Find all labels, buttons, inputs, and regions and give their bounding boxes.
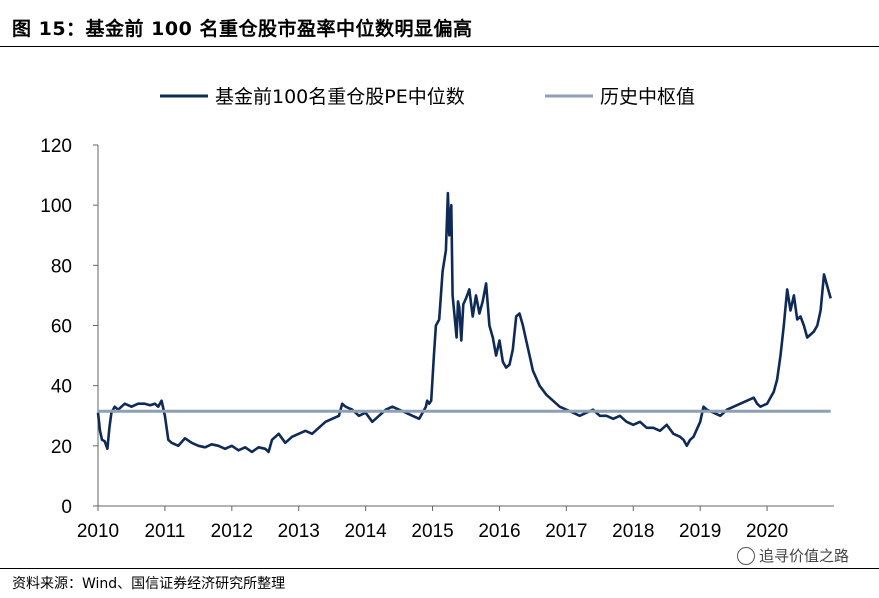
x-tick-label: 2018 (612, 521, 654, 542)
source-note: 资料来源：Wind、国信证券经济研究所整理 (12, 576, 286, 592)
legend-label: 基金前100名重仓股PE中位数 (215, 86, 465, 108)
x-tick-label: 2017 (545, 521, 587, 542)
y-tick-label: 0 (61, 497, 72, 518)
y-tick-label: 40 (51, 377, 72, 398)
x-tick-label: 2013 (278, 521, 320, 542)
figure-title: 图 15：基金前 100 名重仓股市盈率中位数明显偏高 (12, 18, 473, 40)
wechat-icon (736, 546, 755, 565)
chart-series (96, 191, 832, 454)
x-tick-label: 2020 (746, 521, 788, 542)
chart-axes: 0 20 40 60 80 100 120 2010 2011 2012 2013 2014 2015 2… (40, 136, 834, 542)
x-tick-label: 2011 (144, 521, 185, 542)
y-tick-label: 120 (40, 136, 72, 157)
pe-median-series-line (96, 191, 832, 454)
chart-legend: 基金前100名重仓股PE中位数 历史中枢值 (160, 86, 695, 108)
y-tick-label: 60 (51, 317, 72, 338)
title-rule (0, 46, 879, 47)
y-tick-label: 80 (51, 256, 72, 277)
x-tick-label: 2010 (77, 521, 119, 542)
watermark: 追寻价值之路 (736, 545, 849, 566)
watermark-text: 追寻价值之路 (758, 547, 849, 565)
x-tick-label: 2012 (211, 521, 253, 542)
x-tick-label: 2014 (344, 521, 387, 542)
pe-line-chart: 基金前100名重仓股PE中位数 历史中枢值 0 20 40 60 80 100 120 2010… (40, 86, 834, 542)
x-tick-label: 2015 (411, 521, 453, 542)
x-tick-label: 2016 (478, 521, 520, 542)
y-tick-label: 100 (40, 196, 72, 217)
y-tick-label: 20 (51, 437, 72, 458)
footer-rule (0, 568, 879, 569)
legend-label: 历史中枢值 (600, 86, 695, 108)
x-tick-label: 2019 (679, 521, 721, 542)
